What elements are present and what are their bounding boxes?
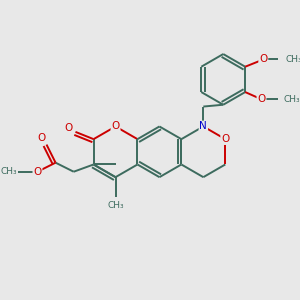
Text: CH₃: CH₃ — [0, 167, 17, 176]
Text: O: O — [257, 94, 266, 104]
Text: CH₃: CH₃ — [284, 95, 300, 104]
Text: O: O — [259, 55, 267, 64]
Text: O: O — [221, 134, 230, 144]
Text: N: N — [200, 122, 207, 131]
Text: O: O — [38, 133, 46, 143]
Text: O: O — [64, 123, 72, 133]
Text: O: O — [33, 167, 42, 177]
Text: O: O — [111, 122, 120, 131]
Text: CH₃: CH₃ — [286, 55, 300, 64]
Text: CH₃: CH₃ — [107, 201, 124, 210]
